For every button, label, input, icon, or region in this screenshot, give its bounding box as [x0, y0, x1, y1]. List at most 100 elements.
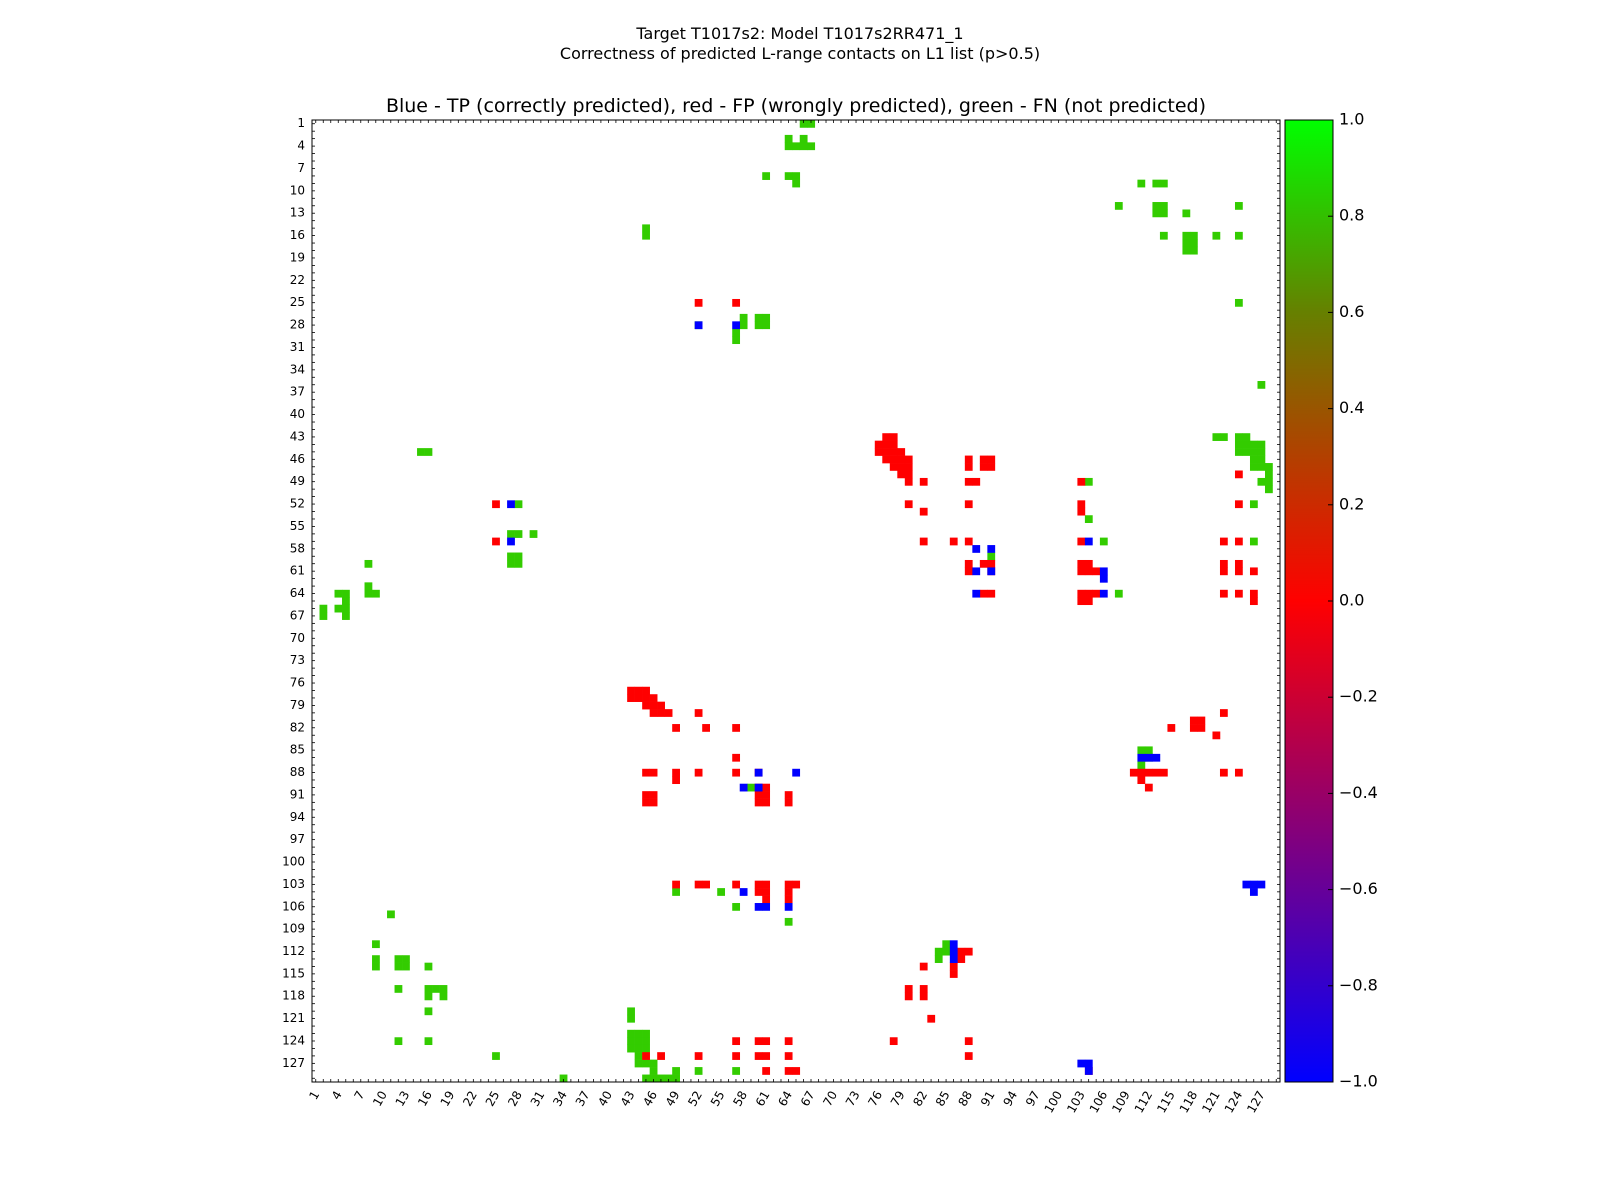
contact-cells [319, 120, 1273, 1083]
contact-cell-fp [1092, 567, 1101, 576]
contact-cell-fp [649, 768, 658, 777]
contact-cell-fp [1084, 597, 1093, 606]
contact-cell-tp [507, 537, 515, 546]
contact-cell-fp [702, 724, 710, 732]
contact-cell-fn [1234, 231, 1243, 240]
contact-cell-fn [334, 589, 343, 598]
contact-cell-fp [949, 970, 958, 978]
x-tick-label: 97 [1023, 1089, 1043, 1109]
contact-cell-fn [1249, 448, 1258, 456]
contact-cell-fp [889, 463, 898, 471]
contact-cell-fp [979, 589, 988, 598]
contact-cell-fp [979, 559, 988, 568]
contact-cell-fp [1234, 537, 1243, 546]
contact-cell-fn [342, 589, 350, 598]
contact-cell-fp [732, 298, 741, 307]
contact-cell-fn [1152, 202, 1161, 210]
contact-cell-fp [492, 500, 500, 509]
contact-cell-fn [372, 940, 380, 949]
contact-cell-fp [649, 701, 658, 710]
colorbar-tick-label: 0.0 [1339, 591, 1364, 610]
contact-cell-fn [1264, 470, 1273, 479]
contact-cell-fp [1189, 716, 1198, 725]
contact-cell-fp [1234, 500, 1243, 509]
contact-cell-fn [394, 985, 403, 993]
colorbar-tick-label: 0.6 [1339, 302, 1364, 321]
contact-cell-fn [634, 1044, 643, 1053]
contact-cell-tp [1152, 753, 1161, 762]
colorbar-tick-label: −0.2 [1339, 687, 1378, 706]
y-tick-label: 70 [290, 631, 305, 645]
contact-cell-fp [762, 1052, 771, 1060]
contact-cell-fp [897, 455, 906, 464]
x-tick-label: 112 [1132, 1089, 1156, 1116]
contact-cell-fp [657, 709, 665, 717]
contact-cell-fp [889, 440, 898, 449]
y-tick-label: 94 [290, 810, 305, 824]
contact-cell-fn [507, 530, 515, 538]
contact-cell-fn [739, 313, 748, 322]
contact-cell-fn [634, 1059, 643, 1068]
contact-cell-fp [694, 1052, 703, 1060]
contact-cell-fn [364, 582, 373, 591]
contact-cell-fn [1212, 433, 1221, 441]
contact-cell-fn [424, 985, 433, 993]
contact-cell-fp [987, 559, 996, 568]
contact-cell-fp [889, 448, 898, 456]
contact-cell-fp [1249, 567, 1258, 576]
contact-cell-fp [1092, 589, 1101, 598]
contact-cell-fn [507, 552, 515, 561]
contact-cell-fp [642, 798, 650, 807]
contact-cell-fp [904, 455, 913, 464]
contact-cell-fn [1189, 231, 1198, 240]
contact-cell-fn [642, 1059, 650, 1068]
contact-cell-fn [319, 612, 328, 620]
x-tick-label: 121 [1199, 1089, 1223, 1116]
contact-cell-fp [927, 1014, 936, 1023]
contact-cell-fp [642, 791, 650, 799]
contact-cell-fp [1152, 768, 1161, 777]
contact-cell-fp [762, 880, 771, 889]
contact-cell-fp [1077, 507, 1086, 516]
contact-cell-fp [874, 440, 883, 449]
x-tick-label: 91 [978, 1089, 998, 1109]
y-tick-label: 124 [282, 1033, 305, 1047]
contact-cell-fn [1234, 448, 1243, 456]
contact-cell-fn [1257, 381, 1266, 389]
contact-cell-fn [1257, 448, 1266, 456]
contact-cell-fp [642, 701, 650, 710]
contact-cell-fp [1129, 768, 1138, 777]
contact-cell-fn [492, 1052, 500, 1060]
contact-cell-fp [1077, 559, 1086, 568]
contact-cell-fn [732, 1067, 741, 1075]
contact-cell-fp [1077, 567, 1086, 576]
y-tick-label: 52 [290, 497, 305, 511]
contact-cell-fp [987, 455, 996, 464]
contact-cell-fn [754, 313, 763, 322]
contact-cell-fp [1137, 776, 1146, 785]
contact-cell-fp [904, 470, 913, 479]
contact-cell-fp [882, 455, 891, 464]
contact-cell-fp [1084, 559, 1093, 568]
x-tick-label: 61 [753, 1089, 773, 1109]
contact-cell-fp [1249, 597, 1258, 606]
y-tick-label: 121 [282, 1011, 305, 1025]
contact-cell-fn [387, 910, 395, 919]
contact-cell-fn [1182, 246, 1191, 255]
x-tick-label: 19 [438, 1089, 458, 1109]
y-tick-label: 79 [290, 698, 305, 712]
contact-cell-fp [732, 768, 741, 777]
contact-cell-tp [972, 545, 981, 553]
contact-cell-tp [972, 567, 981, 576]
contact-cell-fp [732, 1037, 741, 1046]
contact-cell-fp [964, 537, 973, 546]
x-tick-label: 115 [1154, 1089, 1178, 1116]
x-tick-label: 1 [306, 1089, 322, 1103]
contact-cell-fp [762, 798, 771, 807]
contact-cell-fp [919, 985, 928, 993]
contact-cell-fn [1212, 231, 1221, 240]
contact-cell-fn [334, 604, 343, 613]
contact-cell-fn [1249, 463, 1258, 471]
contact-cell-fn [642, 1029, 650, 1038]
contact-cell-fp [732, 753, 741, 762]
